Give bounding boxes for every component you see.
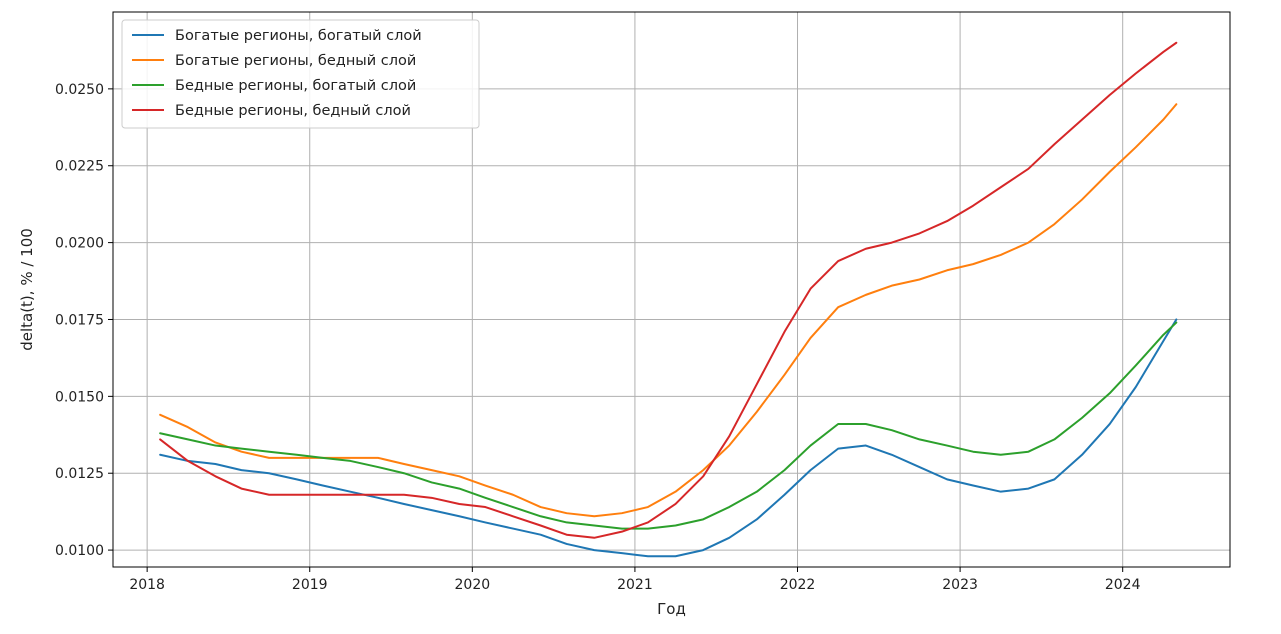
legend-label-1: Богатые регионы, богатый слой xyxy=(175,28,422,44)
plot-frame xyxy=(112,11,1231,568)
legend-label-4: Бедные регионы, бедный слой xyxy=(175,103,411,119)
legend: Богатые регионы, богатый слой Богатые рег… xyxy=(121,19,480,129)
series-line-4 xyxy=(159,41,1178,539)
x-tick-label: 2018 xyxy=(129,577,165,593)
legend-box xyxy=(121,19,480,129)
series-line-3 xyxy=(159,321,1178,530)
axis-ticks: 2018 2019 2020 2021 2022 2023 2024 0.0100 0.0125… xyxy=(55,82,1141,593)
y-tick-label: 0.0100 xyxy=(55,543,104,559)
y-tick-label: 0.0125 xyxy=(55,466,104,482)
x-tick-label: 2024 xyxy=(1105,577,1141,593)
legend-label-3: Бедные регионы, богатый слой xyxy=(175,78,416,94)
y-axis-label: delta(t), % / 100 xyxy=(18,228,36,351)
series-line-2 xyxy=(159,103,1178,518)
x-axis-label: Год xyxy=(657,600,686,618)
y-tick-label: 0.0225 xyxy=(55,159,104,175)
x-tick-label: 2022 xyxy=(780,577,816,593)
legend-label-2: Богатые регионы, бедный слой xyxy=(175,53,416,69)
x-tick-label: 2020 xyxy=(455,577,491,593)
x-tick-label: 2023 xyxy=(942,577,978,593)
series-line-1 xyxy=(159,318,1178,558)
series-lines xyxy=(159,41,1178,558)
y-tick-label: 0.0150 xyxy=(55,389,104,405)
x-tick-label: 2021 xyxy=(617,577,653,593)
y-tick-label: 0.0250 xyxy=(55,82,104,98)
x-tick-label: 2019 xyxy=(292,577,328,593)
y-tick-label: 0.0175 xyxy=(55,312,104,328)
y-tick-label: 0.0200 xyxy=(55,236,104,252)
